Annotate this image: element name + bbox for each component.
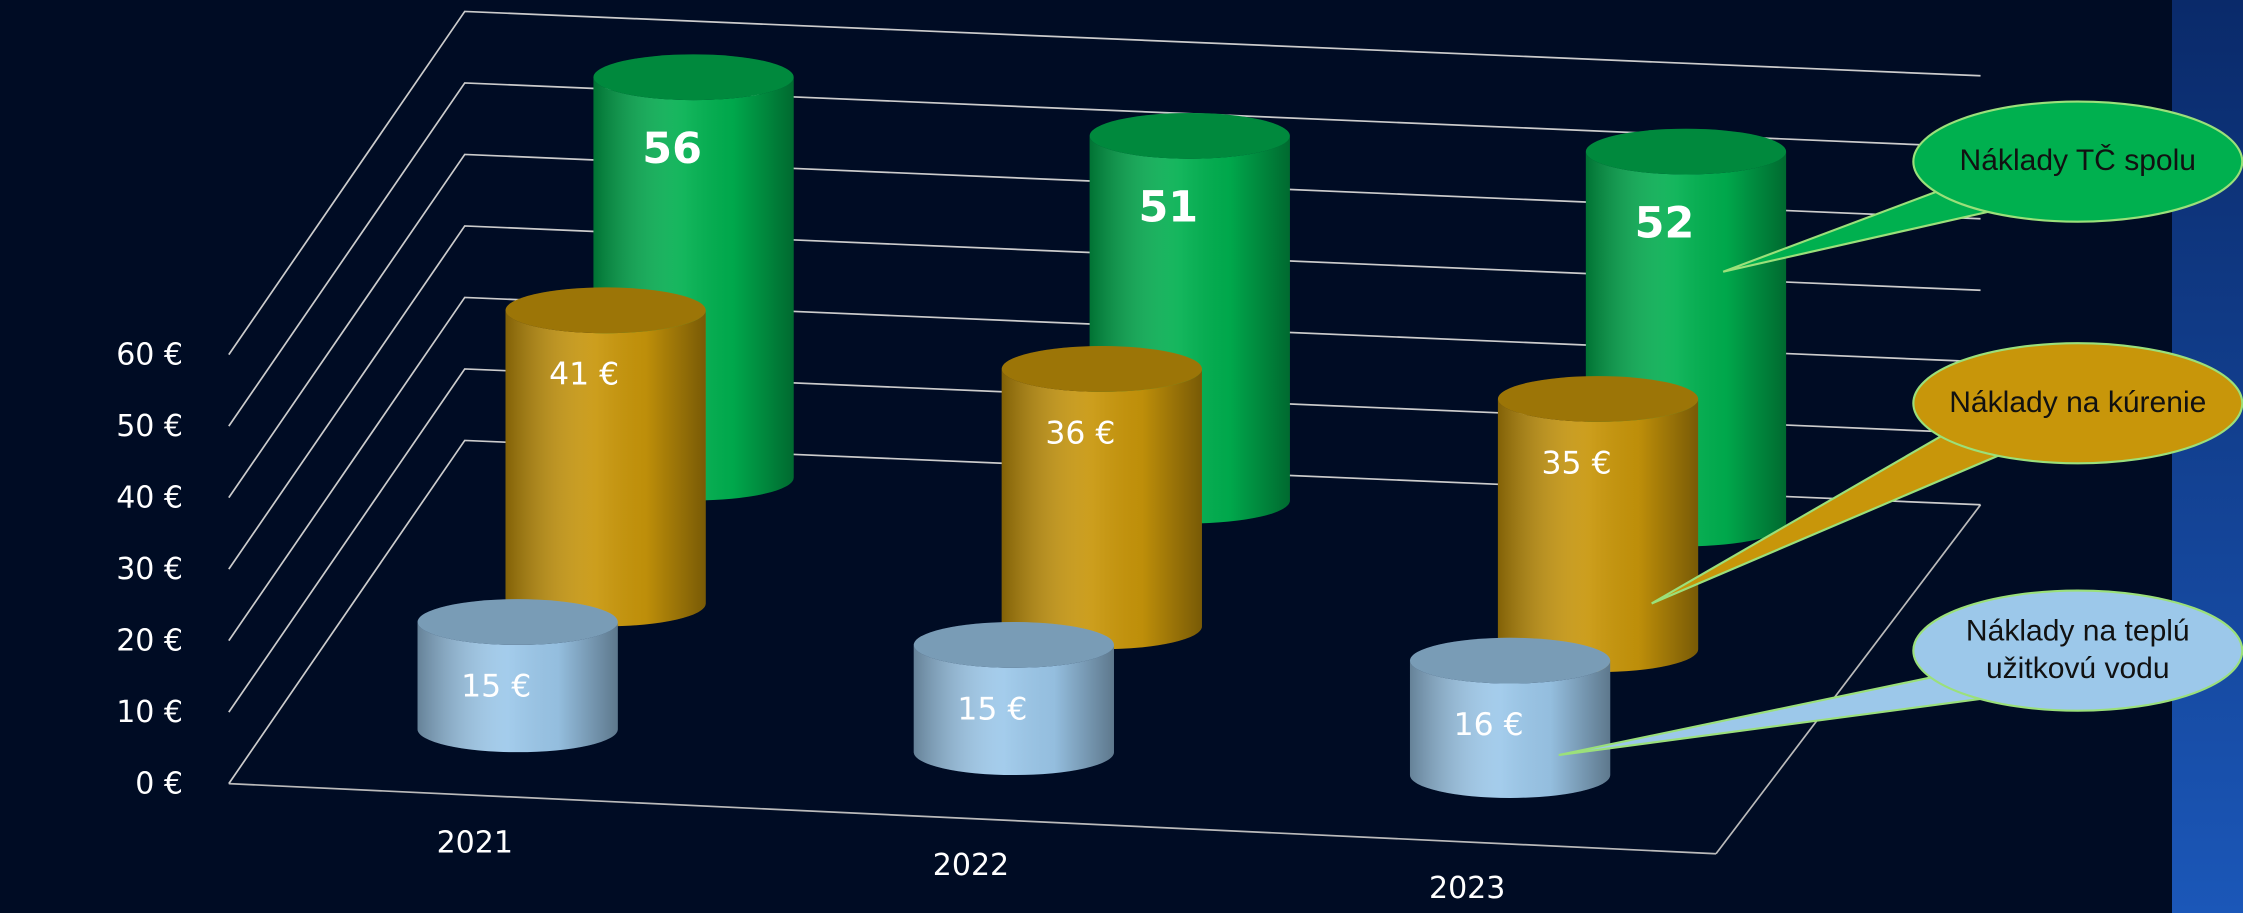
x-tick-label: 2022 xyxy=(933,848,1009,883)
y-tick-label: 30 € xyxy=(116,552,183,587)
callout xyxy=(1912,342,2243,465)
callout xyxy=(1912,589,2243,712)
grid-line xyxy=(228,10,1981,356)
legend-label: Náklady na kúrenie xyxy=(1949,385,2207,419)
y-tick-label: 40 € xyxy=(116,481,183,516)
data-label: 35 € xyxy=(1542,445,1612,481)
data-label: 41 € xyxy=(549,357,619,393)
cylinder-top xyxy=(1409,637,1611,684)
cylinder-top-shade xyxy=(1585,128,1787,175)
cylinder-top-shade xyxy=(417,599,618,645)
cylinder-top-shade xyxy=(913,622,1114,668)
cylinder-top xyxy=(1497,376,1699,422)
callout-box: Náklady TČ spolu xyxy=(1959,144,2197,178)
cylinder-top xyxy=(417,599,618,645)
y-tick-label: 10 € xyxy=(116,695,183,730)
grid-line xyxy=(228,439,1981,785)
cylinder-top xyxy=(1001,346,1202,392)
cylinder-shade xyxy=(1409,660,1611,798)
data-label: 15 € xyxy=(461,668,531,704)
data-label: 52 xyxy=(1635,198,1695,248)
callout-box: Náklady na kúrenie xyxy=(1949,385,2207,419)
plot: 0 € 10 € 20 € 30 € 40 € 50 € 60 € 56 51 52 41 € 36 … xyxy=(116,10,2243,906)
cylinder-top-shade xyxy=(593,54,794,101)
cylinder-top-shade xyxy=(505,287,706,334)
cylinder-top xyxy=(593,54,794,101)
x-tick-label: 2021 xyxy=(437,825,513,860)
cylinder-top-shade xyxy=(1089,112,1290,159)
data-label: 36 € xyxy=(1045,415,1115,451)
cylinder-top xyxy=(913,622,1114,668)
legend-label: Náklady na teplú užitkovú vodu xyxy=(1965,614,2190,685)
cylinder-top-shade xyxy=(1001,346,1202,392)
legend-label: Náklady TČ spolu xyxy=(1959,144,2197,178)
grid-line xyxy=(228,153,1981,499)
y-tick-label: 20 € xyxy=(116,624,183,659)
data-label: 51 xyxy=(1138,183,1198,233)
data-label: 16 € xyxy=(1454,707,1524,743)
cylinder-top-shade xyxy=(1497,376,1699,422)
data-label: 15 € xyxy=(957,691,1027,727)
x-tick-label: 2023 xyxy=(1429,871,1505,906)
cylinder-shade xyxy=(913,644,1114,776)
cylinder-top xyxy=(1585,128,1787,175)
cylinder-shade xyxy=(505,310,706,627)
y-tick-label: 60 € xyxy=(116,338,183,373)
grid-line xyxy=(228,296,1981,642)
cylinder-shade xyxy=(417,622,618,753)
callout xyxy=(1912,100,2243,223)
cylinder-top xyxy=(1089,112,1290,159)
cylinder-shade xyxy=(1001,368,1202,650)
cylinder-shade xyxy=(1497,398,1699,673)
callout-box: Náklady na teplú užitkovú vodu xyxy=(1965,614,2190,685)
grid-line xyxy=(228,368,1981,713)
cylinder-top xyxy=(505,287,706,334)
grid-line xyxy=(228,82,1981,427)
floor-right xyxy=(1715,504,1982,855)
grid-line xyxy=(228,225,1981,570)
cylinder-top-shade xyxy=(1409,637,1611,684)
y-tick-label: 50 € xyxy=(116,409,183,444)
y-tick-label: 0 € xyxy=(135,767,183,802)
data-label: 56 xyxy=(642,124,702,174)
floor-front xyxy=(228,782,1717,855)
